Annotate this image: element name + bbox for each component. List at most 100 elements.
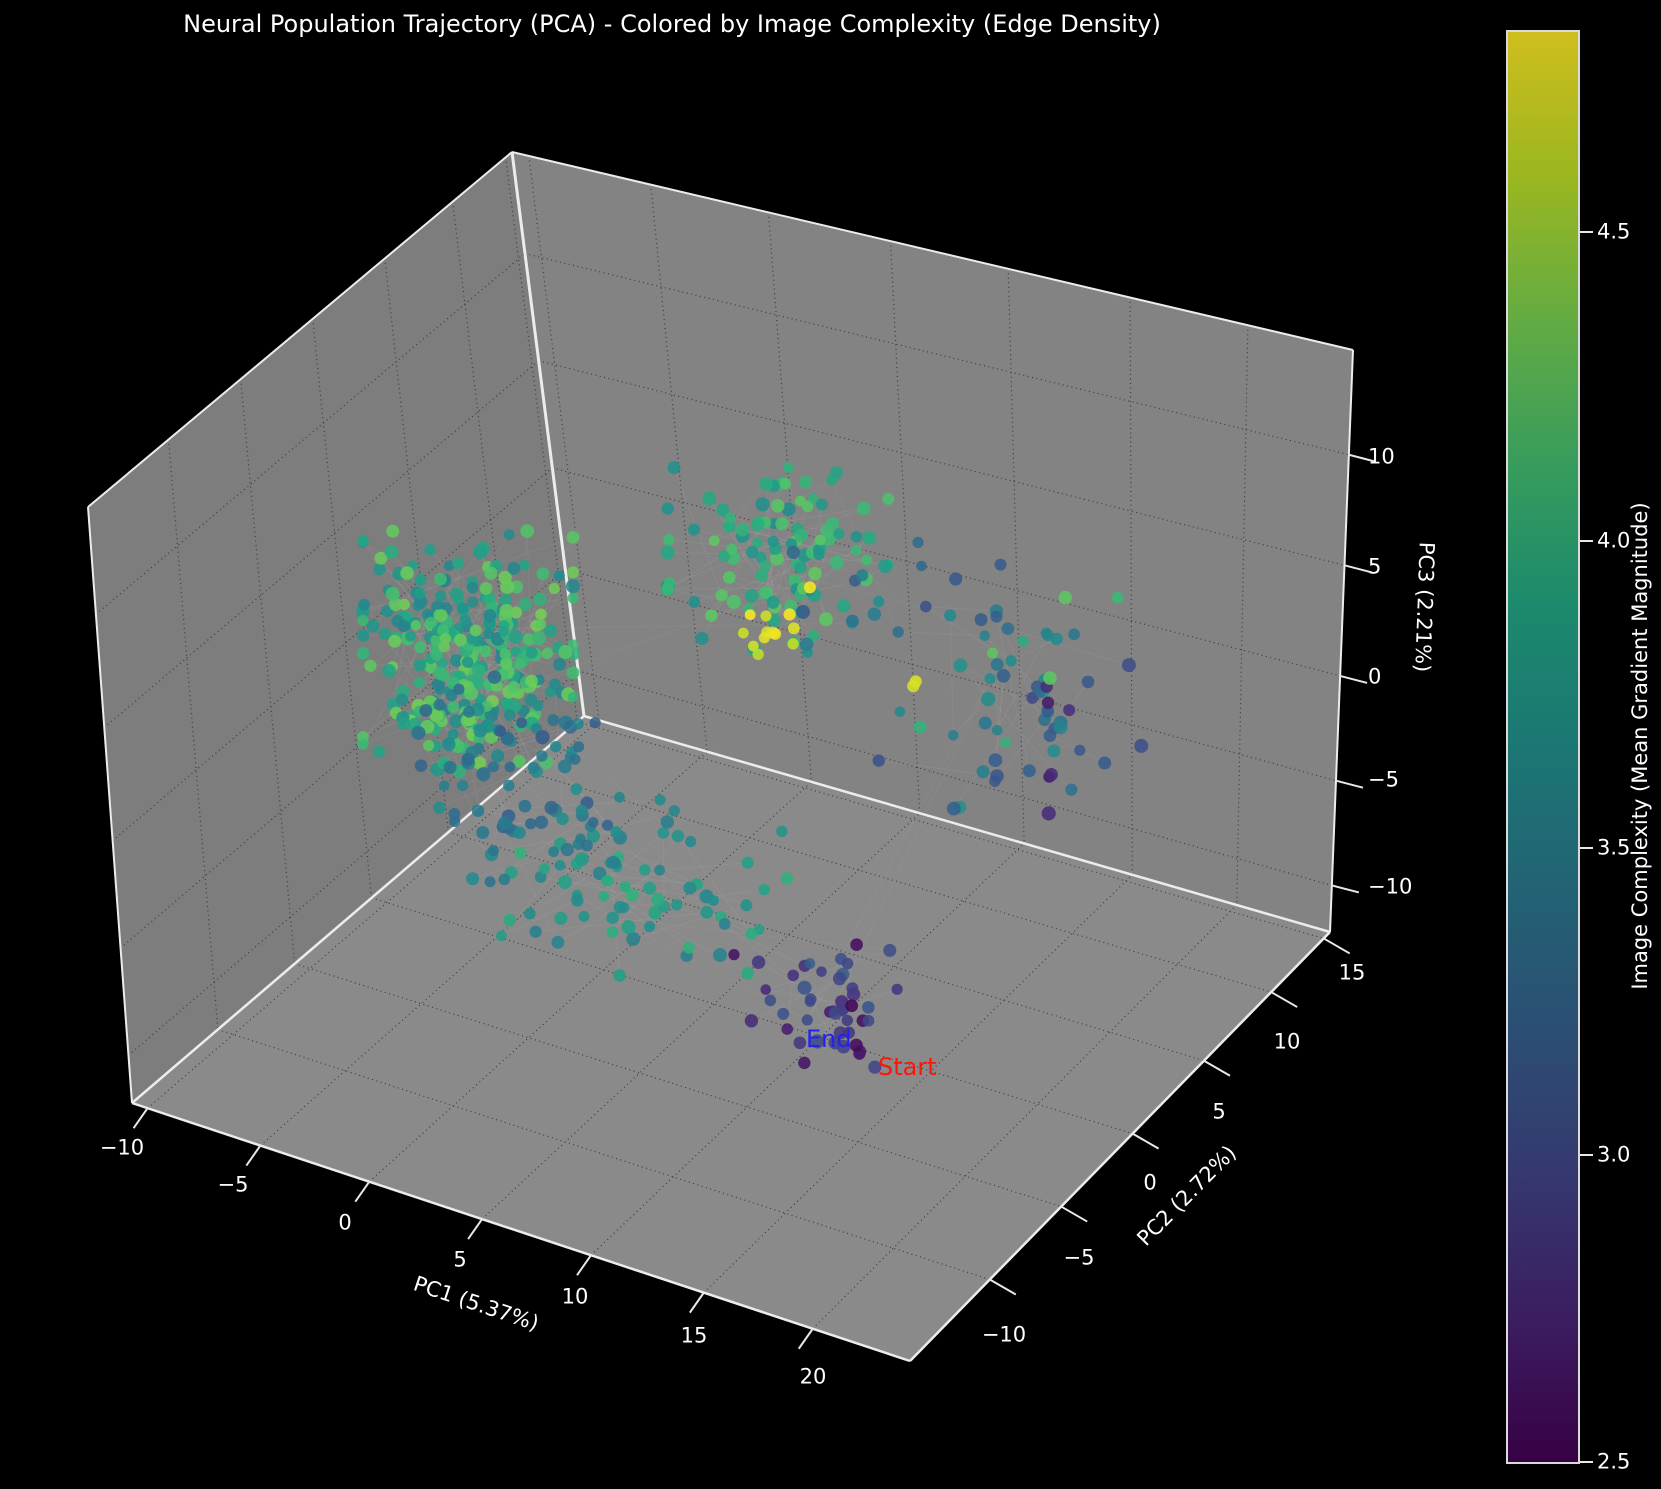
scatter-point [527, 761, 540, 774]
scatter-point [764, 994, 777, 1007]
scatter-point [558, 875, 572, 889]
scatter-point [741, 967, 754, 980]
scatter-point [1068, 628, 1081, 641]
scatter-point [868, 1060, 882, 1074]
scatter-point [850, 530, 863, 543]
scatter-point [661, 582, 674, 595]
scatter-point [747, 640, 759, 652]
colorbar-tick-label: 4.5 [1597, 219, 1631, 244]
scatter-point [385, 586, 400, 601]
scatter-point [567, 566, 579, 579]
scatter-point [916, 560, 927, 572]
pc1-tick-mark [797, 1328, 814, 1350]
scatter-point [794, 528, 809, 543]
scatter-point [466, 872, 480, 886]
trajectory-segment [898, 631, 985, 637]
scatter-point [1053, 720, 1068, 735]
scatter-point [484, 708, 499, 722]
grid-line [703, 874, 1133, 1294]
grid-line [481, 812, 921, 1220]
scatter-point [497, 816, 512, 831]
trajectory-segment [362, 565, 497, 613]
scatter-point [356, 646, 370, 660]
scatter-points [356, 461, 1149, 1074]
scatter-point [522, 633, 535, 646]
scatter-point [1043, 671, 1057, 685]
grid-line [650, 184, 708, 752]
scatter-point [771, 499, 785, 513]
scatter-point [358, 598, 371, 611]
scatter-point [861, 554, 872, 566]
trajectory-segment [565, 881, 626, 888]
scatter-point [862, 1014, 875, 1027]
pc3-axis-label: PC3 (2.21%) [1410, 541, 1439, 673]
scatter-point [575, 852, 589, 867]
grid-line [812, 904, 1238, 1330]
trajectory-segment [774, 507, 864, 525]
scatter-point [760, 984, 772, 995]
scatter-point [507, 562, 521, 575]
scatter-point [990, 658, 1004, 671]
scatter-point [567, 691, 579, 703]
scatter-point [442, 737, 456, 752]
scatter-point [758, 632, 770, 644]
scatter-point [826, 474, 838, 486]
scatter-point [661, 502, 674, 515]
scatter-point [758, 586, 772, 600]
grid-line [147, 719, 600, 1109]
grid-line [384, 258, 449, 833]
scatter-point [944, 609, 957, 622]
scatter-point [548, 582, 560, 595]
scatter-point [525, 674, 538, 688]
scatter-point [518, 799, 532, 813]
scatter-point [466, 581, 479, 594]
scatter-point [554, 911, 568, 925]
scatter-point [856, 569, 869, 582]
scatter-point [759, 560, 771, 572]
pc2-tick-label: −5 [1063, 1245, 1095, 1270]
scatter-point [452, 557, 465, 570]
scatter-point [472, 664, 486, 678]
scatter-point [554, 859, 566, 871]
scatter-point [803, 581, 816, 594]
scatter-point [514, 846, 527, 860]
scatter-point [610, 858, 622, 870]
scatter-point [471, 804, 485, 818]
scatter-point [372, 745, 386, 758]
trajectory-segment [509, 714, 621, 839]
scatter-point [781, 1023, 794, 1035]
scatter-point [423, 739, 435, 752]
trajectory-segment [810, 998, 836, 1044]
scatter-point [1063, 704, 1076, 717]
scatter-point [751, 955, 766, 969]
pc3-tick-label: 0 [1368, 664, 1382, 689]
scatter-point [488, 845, 499, 856]
grid-line [240, 379, 296, 964]
scatter-point [755, 551, 767, 564]
scatter-point [987, 647, 999, 659]
scatter-point [625, 888, 639, 902]
trajectory-segment [799, 1012, 836, 1044]
trajectory-segment [729, 576, 797, 590]
scatter-point [580, 839, 593, 852]
trajectory-segment [576, 894, 629, 928]
pc1-tick-mark [245, 1144, 262, 1167]
scatter-point [841, 957, 854, 970]
scatter-point [598, 890, 610, 902]
scatter-point [457, 779, 469, 792]
scatter-point [713, 948, 728, 963]
trajectory-segment [462, 747, 559, 943]
colorbar-axis-label: Image Complexity (Mean Gradient Magnitud… [1628, 502, 1652, 990]
scatter-point [434, 572, 447, 586]
pc3-tick-label: −5 [1368, 767, 1399, 792]
scatter-point [525, 818, 537, 830]
scatter-point [708, 535, 720, 547]
scatter-point [813, 544, 824, 555]
pc3-tick-mark [1344, 564, 1372, 574]
scatter-point [801, 1014, 813, 1026]
scatter-point [457, 602, 469, 615]
trajectory-segment [593, 835, 698, 885]
scatter-point [769, 628, 782, 640]
pc1-tick-label: 0 [338, 1210, 352, 1235]
scatter-point [949, 572, 963, 586]
